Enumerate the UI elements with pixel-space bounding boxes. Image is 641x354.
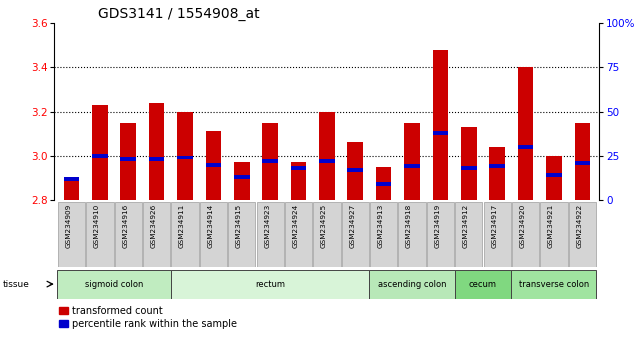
Bar [518, 145, 533, 149]
Text: GSM234925: GSM234925 [321, 204, 327, 248]
Text: GSM234923: GSM234923 [264, 204, 270, 248]
Bar [319, 159, 335, 163]
Bar [206, 163, 221, 167]
Text: GDS3141 / 1554908_at: GDS3141 / 1554908_at [98, 7, 260, 21]
Bar [92, 154, 108, 158]
Bar [399, 202, 426, 267]
Bar [121, 122, 136, 200]
Text: GSM234921: GSM234921 [548, 204, 554, 248]
Bar [483, 202, 511, 267]
Text: GSM234909: GSM234909 [65, 204, 72, 248]
Bar [262, 159, 278, 163]
Bar [149, 157, 165, 161]
Text: sigmoid colon: sigmoid colon [85, 280, 144, 289]
Bar [454, 270, 512, 298]
Bar [234, 175, 249, 179]
Text: tissue: tissue [3, 280, 30, 289]
Bar [512, 270, 597, 298]
Bar [291, 162, 306, 200]
Bar [404, 122, 420, 200]
Text: GSM234915: GSM234915 [236, 204, 242, 248]
Bar [370, 202, 397, 267]
Bar [121, 157, 136, 161]
Text: GSM234913: GSM234913 [378, 204, 384, 248]
Bar [347, 168, 363, 172]
Bar [512, 202, 539, 267]
Bar [574, 161, 590, 165]
Bar [200, 202, 227, 267]
Text: GSM234911: GSM234911 [179, 204, 185, 248]
Bar [171, 202, 199, 267]
Bar [489, 147, 505, 200]
Bar [427, 202, 454, 267]
Text: GSM234919: GSM234919 [435, 204, 440, 248]
Bar [461, 127, 477, 200]
Bar [228, 202, 255, 267]
Bar [574, 122, 590, 200]
Bar [518, 67, 533, 200]
Bar [404, 165, 420, 169]
Text: transverse colon: transverse colon [519, 280, 589, 289]
Bar [177, 112, 193, 200]
Bar [285, 202, 312, 267]
Text: cecum: cecum [469, 280, 497, 289]
Text: GSM234918: GSM234918 [406, 204, 412, 248]
Text: rectum: rectum [255, 280, 285, 289]
Bar [63, 180, 79, 200]
Text: GSM234916: GSM234916 [122, 204, 128, 248]
Text: ascending colon: ascending colon [378, 280, 446, 289]
Bar [313, 202, 340, 267]
Bar [342, 202, 369, 267]
Bar [177, 156, 193, 159]
Bar [63, 177, 79, 181]
Bar [433, 131, 448, 135]
Bar [433, 50, 448, 200]
Bar [143, 202, 171, 267]
Text: GSM234927: GSM234927 [349, 204, 355, 248]
Text: GSM234910: GSM234910 [94, 204, 100, 248]
Bar [256, 202, 284, 267]
Bar [569, 202, 596, 267]
Text: GSM234922: GSM234922 [576, 204, 582, 248]
Bar [57, 270, 171, 298]
Text: GSM234917: GSM234917 [491, 204, 497, 248]
Bar [347, 142, 363, 200]
Bar [149, 103, 165, 200]
Bar [291, 166, 306, 170]
Bar [546, 173, 562, 177]
Text: GSM234914: GSM234914 [208, 204, 213, 248]
Bar [376, 167, 392, 200]
Bar [87, 202, 113, 267]
Bar [489, 165, 505, 169]
Bar [461, 166, 477, 170]
Bar [455, 202, 483, 267]
Bar [376, 182, 392, 186]
Bar [319, 112, 335, 200]
Text: GSM234924: GSM234924 [292, 204, 299, 248]
Legend: transformed count, percentile rank within the sample: transformed count, percentile rank withi… [60, 306, 237, 329]
Bar [115, 202, 142, 267]
Bar [546, 156, 562, 200]
Bar [171, 270, 369, 298]
Text: GSM234912: GSM234912 [463, 204, 469, 248]
Text: GSM234926: GSM234926 [151, 204, 156, 248]
Bar [206, 131, 221, 200]
Bar [540, 202, 567, 267]
Text: GSM234920: GSM234920 [520, 204, 526, 248]
Bar [92, 105, 108, 200]
Bar [234, 162, 249, 200]
Bar [369, 270, 454, 298]
Bar [58, 202, 85, 267]
Bar [262, 122, 278, 200]
